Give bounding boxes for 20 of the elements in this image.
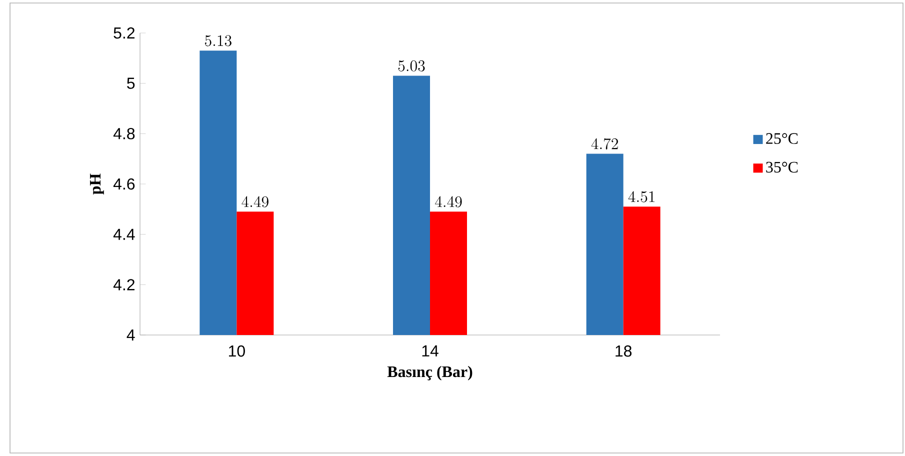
y-tick-label: 4.8 (113, 128, 135, 140)
data-label: 5. 13 (205, 35, 232, 46)
x-tick-label: 14 (422, 345, 438, 356)
y-tick-label: 4.2 (113, 279, 134, 290)
y-tick-label: 5 (127, 78, 135, 89)
data-label: 4.72 (591, 138, 618, 150)
y-tick-label: 5.2 (114, 27, 134, 39)
x-tick-label: 10 (228, 345, 245, 357)
y-tick-label: 4.6 (113, 178, 135, 190)
data-label: 5.03 (398, 60, 425, 72)
y-tick-label: 4 (126, 329, 135, 340)
data-label: 4.51 (628, 191, 654, 202)
y-axis-title: pH (90, 174, 104, 194)
data-label: 4.49 (242, 196, 268, 208)
data-label: 4.49 (435, 196, 462, 208)
x-tick-label: 18 (616, 345, 632, 357)
x-axis-title: Basınç (Bar) (387, 366, 472, 380)
legend-label: 35°C (766, 162, 798, 173)
legend-label: 25°C (766, 133, 798, 144)
y-tick-label: 4.4 (113, 228, 135, 240)
